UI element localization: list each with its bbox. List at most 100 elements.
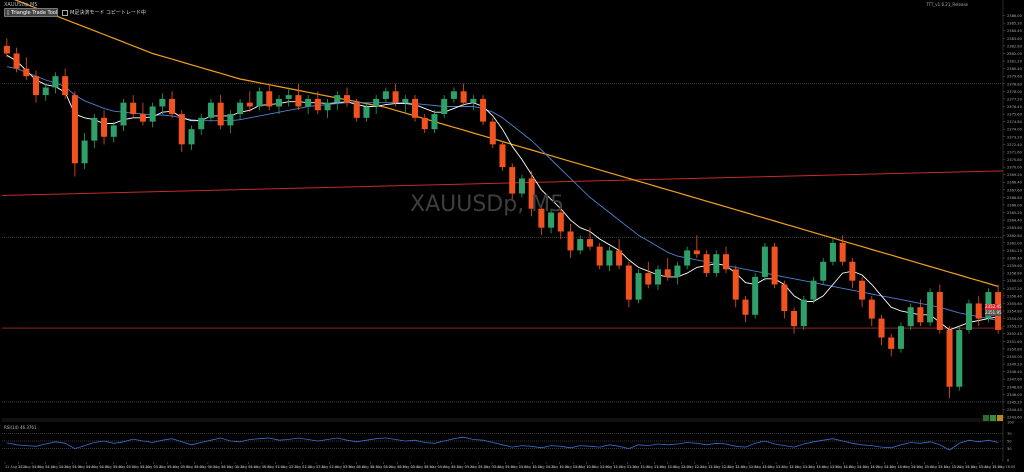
y-axis: 2386.00 2385.20 2384.40 2383.60 2382.80 2382.… <box>1003 14 1023 420</box>
candle-body <box>674 265 681 277</box>
y-tick-label: 2369.20 <box>1007 173 1023 177</box>
y-tick-label: 2373.20 <box>1007 135 1023 139</box>
x-tick-label: 11 Aug 10:10 <box>519 465 542 469</box>
candle-body <box>956 329 963 387</box>
x-tick-label: 11 Aug 13:40 <box>803 465 826 469</box>
candle-body <box>820 261 827 281</box>
candle-body <box>703 254 710 274</box>
y-tick-label: 2375.60 <box>1007 113 1023 117</box>
candle-body <box>761 246 768 277</box>
y-tick-label: 2361.20 <box>1007 249 1023 253</box>
x-tick-label: 11 Aug 10:00 <box>506 465 529 469</box>
candle-body <box>897 326 904 349</box>
x-tick-label: 11 Aug 13:30 <box>790 465 813 469</box>
scroll-right-button[interactable] <box>997 415 1003 421</box>
candle-body <box>713 254 720 274</box>
candle-body <box>343 95 351 103</box>
candle-body <box>616 250 623 266</box>
x-tick-label: 11 Aug 13:10 <box>763 465 786 469</box>
x-tick-label: 11 Aug 06:20 <box>208 465 231 469</box>
candle-body <box>275 98 282 107</box>
candle-body <box>888 337 895 349</box>
y-tick-label: 2372.40 <box>1007 143 1023 147</box>
candle-body <box>431 114 438 130</box>
candle-body <box>382 91 389 99</box>
x-tick-label: 11 Aug 11:50 <box>654 465 677 469</box>
last-price-tag: 2351.95 <box>985 310 1002 316</box>
candle-body <box>227 114 234 126</box>
candle-body <box>392 91 399 103</box>
y-tick-label: 2384.40 <box>1007 29 1023 33</box>
rsi-label: RSI(14) 46.3761 <box>4 425 37 430</box>
candle-body <box>23 68 30 77</box>
checkbox-icon[interactable] <box>62 9 68 16</box>
candle-body <box>101 117 108 137</box>
x-tick-label: 11 Aug 14:40 <box>884 465 907 469</box>
candle-body <box>71 95 78 164</box>
trade-tool-label: Triangle Trade Tool <box>11 9 58 16</box>
x-tick-label: 11 Aug 05:00 <box>100 465 123 469</box>
x-tick-label: 11 Aug 04:40 <box>73 465 96 469</box>
x-tick-label: 11 Aug 07:20 <box>289 465 312 469</box>
x-tick-label: 11 Aug 12:30 <box>708 465 731 469</box>
y-tick-label: 2348.40 <box>1007 370 1023 374</box>
y-tick-label: 2350.80 <box>1007 347 1023 351</box>
triangle-trade-tool-button[interactable]: Triangle Trade Tool <box>4 8 58 17</box>
candle-body <box>169 98 176 115</box>
x-tick-label: 11 Aug 07:10 <box>276 465 299 469</box>
rsi-panel: 100 70 50 30 0 <box>2 421 1015 463</box>
x-tick-label: 11 Aug 12:40 <box>722 465 745 469</box>
level-layer <box>1 83 1004 403</box>
x-tick-label: 11 Aug 09:20 <box>451 465 474 469</box>
y-tick-label: 2378.00 <box>1007 90 1023 94</box>
x-tick-label: 11 Aug 11:20 <box>614 465 637 469</box>
candle-body <box>149 106 156 122</box>
candle-body <box>791 311 798 327</box>
y-tick-label: 2386.00 <box>1007 14 1023 18</box>
resistance-trend-line <box>1 170 1004 196</box>
x-tick-label: 11 Aug 04:50 <box>86 465 109 469</box>
scroll-mid-button[interactable] <box>990 415 996 421</box>
rsi-tick-label: 0 <box>1007 459 1010 463</box>
candle-body <box>927 292 934 323</box>
x-tick-label: 11 Aug 13:20 <box>776 465 799 469</box>
x-tick-label: 11 Aug 15:20 <box>938 465 961 469</box>
y-tick-label: 2357.20 <box>1007 287 1023 291</box>
y-tick-label: 2351.60 <box>1007 340 1023 344</box>
candle-body <box>664 269 671 277</box>
candle-body <box>42 87 49 96</box>
x-tick-label: 11 Aug 06:30 <box>221 465 244 469</box>
x-tick-label: 11 Aug 13:50 <box>817 465 840 469</box>
y-tick-label: 2378.80 <box>1007 82 1023 86</box>
candle-body <box>975 303 982 319</box>
x-tick-label: 11 Aug 06:00 <box>181 465 204 469</box>
y-tick-label: 2374.00 <box>1007 128 1023 132</box>
version-label: TTT_v1.6.21_Release <box>926 2 968 7</box>
candle-body <box>878 318 885 338</box>
x-tick-label: 11 Aug 15:10 <box>925 465 948 469</box>
rsi-tick-label: 70 <box>1007 432 1012 436</box>
scroll-left-button[interactable] <box>983 415 989 421</box>
x-tick-label: 11 Aug 07:30 <box>303 465 326 469</box>
y-tick-label: 2350.00 <box>1007 355 1023 359</box>
candle-body <box>693 250 700 255</box>
x-tick-label: 11 Aug 04:20 <box>46 465 69 469</box>
candle-body <box>81 140 88 164</box>
y-tick-label: 2362.00 <box>1007 241 1023 245</box>
candle-body <box>198 117 205 130</box>
candle-body <box>305 98 312 107</box>
x-tick-label: 11 Aug 10:50 <box>573 465 596 469</box>
candle-body <box>159 98 166 107</box>
y-tick-label: 2358.80 <box>1007 272 1023 276</box>
symbol-watermark: XAUUSDp, M5 <box>410 192 565 217</box>
x-tick-label: 11 Aug 08:40 <box>397 465 420 469</box>
x-tick-label: 11 Aug 09:00 <box>424 465 447 469</box>
y-tick-label: 2346.80 <box>1007 385 1023 389</box>
x-tick-label: 11 Aug 08:50 <box>411 465 434 469</box>
x-tick-label: 11 Aug 14:10 <box>844 465 867 469</box>
candle-body <box>586 239 593 247</box>
x-tick-label: 11 Aug 12:20 <box>695 465 718 469</box>
copy-trade-status[interactable]: M足決済モード コピートレード中 <box>62 8 146 17</box>
candle-body <box>450 91 457 99</box>
